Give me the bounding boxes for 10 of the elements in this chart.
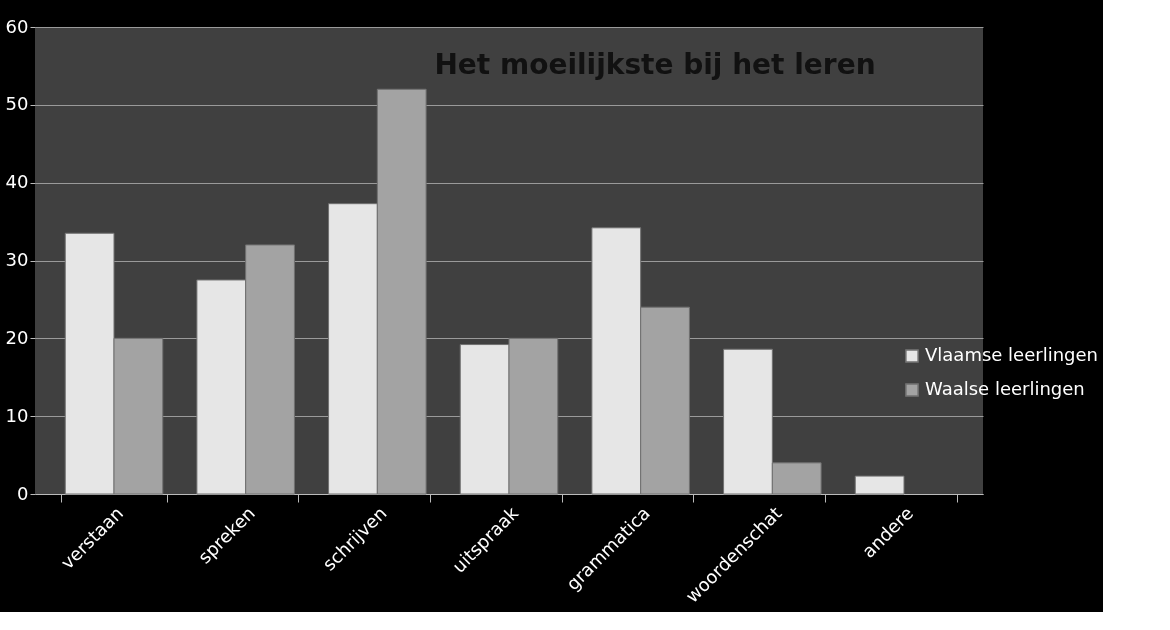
y-tick-label: 50	[5, 93, 29, 115]
legend-label: Waalse leerlingen	[925, 378, 1085, 399]
y-tick-label: 0	[17, 482, 29, 504]
y-tick-label: 30	[5, 249, 29, 270]
y-tick-label: 20	[5, 326, 29, 348]
legend-label: Vlaamse leerlingen	[925, 344, 1098, 365]
y-tick-label: 60	[5, 15, 29, 37]
y-tick-label: 40	[5, 171, 29, 193]
y-tick-label: 10	[5, 404, 29, 426]
bar	[854, 475, 905, 495]
